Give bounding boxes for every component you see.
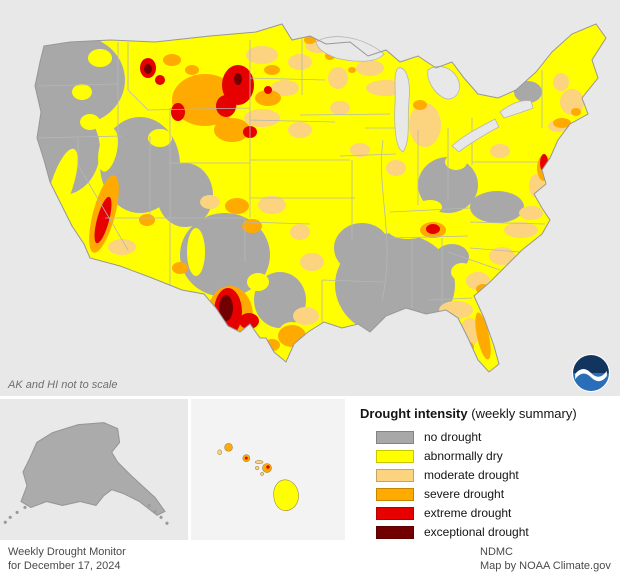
legend-title-main: Drought intensity xyxy=(360,406,468,421)
legend-label: severe drought xyxy=(424,487,505,501)
map-scale-note: AK and HI not to scale xyxy=(8,379,118,391)
lake-michigan xyxy=(394,67,410,153)
legend-label: no drought xyxy=(424,430,482,444)
legend-row: moderate drought xyxy=(376,468,620,482)
legend-label: exceptional drought xyxy=(424,525,529,539)
legend-label: abnormally dry xyxy=(424,449,503,463)
legend-label: extreme drought xyxy=(424,506,512,520)
legend-panel: Drought intensity (weekly summary) no dr… xyxy=(348,399,620,540)
legend-swatch-exceptional-drought xyxy=(376,525,414,539)
legend-title: Drought intensity (weekly summary) xyxy=(360,406,620,421)
lake-ontario xyxy=(499,100,534,119)
legend-row: extreme drought xyxy=(376,506,620,520)
footer-date: for December 17, 2024 xyxy=(8,560,121,572)
layer-moderate-drought xyxy=(108,37,584,346)
great-lakes xyxy=(315,36,534,153)
footer-attribution-left: Weekly Drought Monitor for December 17, … xyxy=(8,545,126,573)
legend-swatch-severe-drought xyxy=(376,487,414,501)
noaa-logo-icon xyxy=(572,354,610,392)
legend-swatch-moderate-drought xyxy=(376,468,414,482)
legend-label: moderate drought xyxy=(424,468,519,482)
alaska-islands xyxy=(3,503,169,525)
hawaii-svg xyxy=(217,443,299,511)
footer-title: Weekly Drought Monitor xyxy=(8,546,126,558)
conus-drought-map xyxy=(34,23,607,373)
conus-map-panel: AK and HI not to scale xyxy=(0,0,620,396)
alaska-inset-map xyxy=(0,399,188,540)
legend-swatch-abnormally-dry xyxy=(376,449,414,463)
footer-attribution-right: NDMC Map by NOAA Climate.gov xyxy=(480,545,611,573)
footer-source-ndmc: NDMC xyxy=(480,546,513,558)
footer: Weekly Drought Monitor for December 17, … xyxy=(0,540,620,585)
layer-exceptional-drought xyxy=(144,64,242,321)
footer-source-noaa: Map by NOAA Climate.gov xyxy=(480,560,611,572)
legend-row: severe drought xyxy=(376,487,620,501)
alaska-shape xyxy=(20,422,166,516)
legend-row: no drought xyxy=(376,430,620,444)
legend-swatch-extreme-drought xyxy=(376,506,414,520)
legend-row: abnormally dry xyxy=(376,449,620,463)
legend-title-sub: (weekly summary) xyxy=(471,406,577,421)
us-outline xyxy=(34,23,607,373)
legend-swatch-no-drought xyxy=(376,430,414,444)
legend-row: exceptional drought xyxy=(376,525,620,539)
hawaii-islands xyxy=(217,443,299,511)
lake-erie xyxy=(451,118,500,153)
hawaii-inset-map xyxy=(191,399,345,540)
lake-huron xyxy=(427,66,460,100)
alaska-svg xyxy=(3,422,169,525)
